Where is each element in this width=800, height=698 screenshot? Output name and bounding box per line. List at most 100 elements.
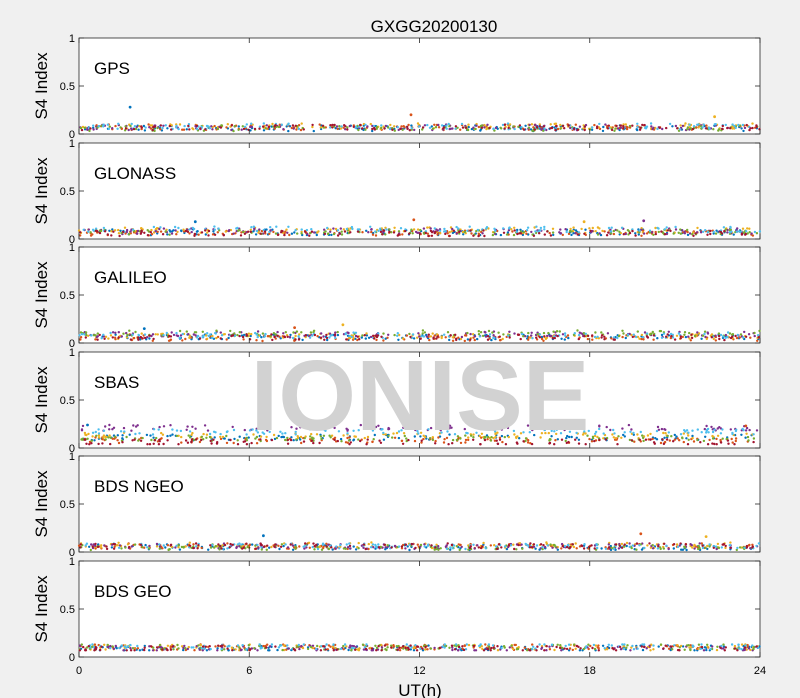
- data-point: [97, 436, 101, 439]
- data-point: [663, 228, 666, 231]
- data-point: [242, 338, 245, 341]
- data-point: [347, 648, 350, 652]
- data-point: [430, 544, 433, 547]
- data-point: [406, 127, 409, 130]
- data-point: [427, 644, 430, 647]
- data-point: [665, 232, 669, 236]
- data-point: [85, 542, 89, 545]
- data-point: [130, 122, 133, 126]
- data-point: [169, 338, 173, 341]
- data-point: [714, 334, 717, 337]
- data-point: [501, 337, 504, 341]
- data-point: [531, 643, 534, 646]
- data-point: [357, 429, 360, 432]
- data-point: [545, 649, 548, 652]
- data-point: [567, 643, 571, 646]
- data-point: [722, 226, 726, 229]
- data-point: [484, 643, 487, 646]
- y-tick-label: 1: [69, 33, 75, 45]
- data-point: [200, 125, 203, 128]
- data-point: [464, 547, 467, 551]
- data-point: [414, 428, 417, 432]
- data-point: [687, 644, 690, 647]
- data-point: [287, 129, 290, 133]
- data-point: [388, 230, 391, 234]
- data-point: [452, 544, 456, 547]
- data-point: [626, 333, 630, 336]
- data-point: [295, 438, 298, 441]
- data-point: [515, 548, 518, 551]
- data-point: [168, 124, 171, 128]
- data-point: [365, 643, 368, 646]
- chart-title: GXGG20200130: [371, 17, 498, 36]
- data-point: [688, 232, 692, 235]
- data-point: [435, 337, 438, 340]
- data-point: [297, 643, 300, 647]
- data-point: [715, 437, 718, 441]
- data-point: [628, 231, 632, 235]
- data-point: [175, 429, 179, 432]
- data-point: [550, 126, 554, 130]
- data-point: [458, 230, 461, 234]
- data-point: [243, 440, 247, 443]
- data-point: [298, 333, 301, 336]
- data-point: [622, 433, 625, 437]
- data-point: [501, 123, 505, 127]
- data-point: [342, 434, 345, 437]
- data-point: [543, 127, 546, 130]
- data-point: [670, 435, 673, 438]
- data-point: [464, 126, 468, 129]
- data-point: [96, 338, 99, 341]
- data-point: [111, 645, 114, 648]
- data-point: [505, 233, 509, 236]
- data-point: [161, 233, 165, 236]
- data-point: [507, 126, 510, 130]
- data-point: [207, 548, 210, 551]
- data-point: [213, 225, 216, 228]
- data-point: [376, 334, 380, 337]
- data-point: [352, 645, 356, 648]
- data-point: [336, 333, 340, 337]
- data-point: [689, 339, 692, 342]
- data-point: [207, 234, 210, 237]
- data-point: [581, 433, 585, 436]
- data-point: [683, 429, 686, 432]
- data-point: [681, 335, 684, 339]
- y-tick-label: 0.5: [60, 604, 75, 616]
- data-point: [344, 128, 347, 131]
- data-point: [136, 424, 139, 427]
- data-point: [663, 436, 666, 439]
- data-point: [162, 425, 166, 428]
- data-point: [697, 643, 701, 646]
- data-point: [726, 126, 729, 130]
- data-point: [536, 645, 539, 648]
- data-point: [79, 336, 83, 339]
- data-point: [245, 433, 248, 436]
- data-point: [433, 227, 436, 230]
- data-point: [148, 334, 151, 337]
- data-point: [468, 225, 471, 228]
- data-point: [709, 647, 712, 651]
- data-point: [109, 647, 112, 650]
- data-point: [542, 339, 545, 342]
- data-point: [743, 330, 746, 334]
- data-point: [111, 437, 114, 440]
- data-point: [79, 231, 82, 234]
- data-point: [538, 336, 542, 339]
- data-point: [266, 544, 269, 547]
- data-point: [89, 234, 93, 237]
- data-point: [612, 229, 615, 233]
- data-point: [380, 126, 383, 130]
- data-point: [150, 233, 154, 236]
- data-point: [600, 336, 603, 339]
- data-point: [713, 123, 716, 126]
- y-tick-label: 0.5: [60, 395, 75, 407]
- data-point: [152, 646, 155, 649]
- data-point: [744, 335, 748, 338]
- data-point: [427, 234, 430, 238]
- data-point: [704, 535, 708, 538]
- data-point: [525, 232, 528, 235]
- data-point: [657, 230, 660, 234]
- data-point: [642, 439, 645, 443]
